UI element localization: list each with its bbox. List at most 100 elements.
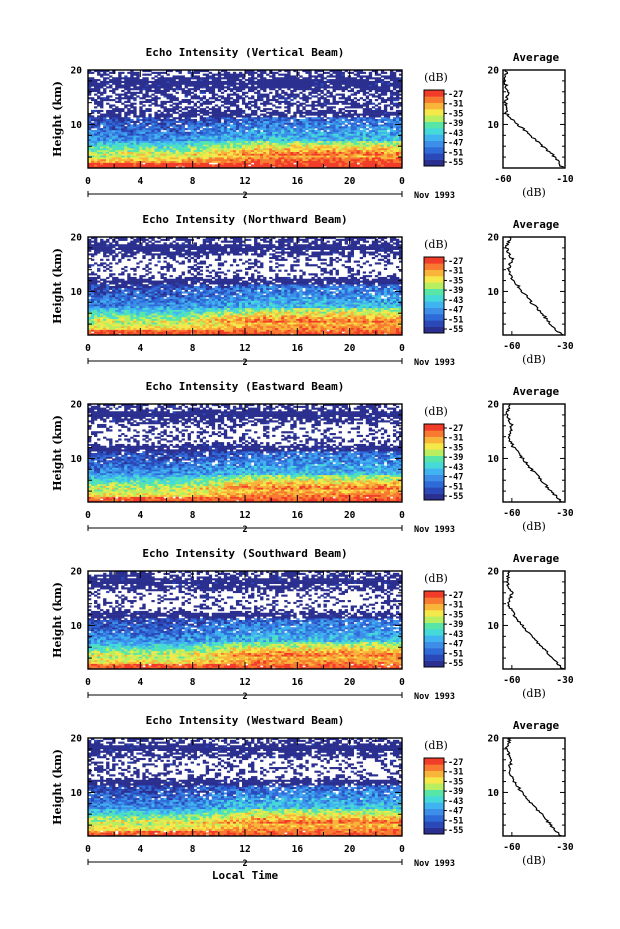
heatmap-cell	[130, 104, 134, 107]
heatmap-cell	[196, 333, 201, 336]
heatmap-cell	[281, 115, 285, 118]
heatmap-cell	[208, 155, 213, 158]
heatmap-cell	[251, 100, 255, 103]
heatmap-cell	[383, 137, 388, 140]
heatmap-cell	[133, 99, 137, 102]
heatmap-cell	[356, 113, 361, 116]
heatmap-cell	[380, 126, 385, 129]
heatmap-cell	[344, 140, 348, 143]
heatmap-cell	[109, 99, 113, 102]
heatmap-cell	[217, 153, 222, 156]
heatmap-cell	[296, 124, 300, 127]
heatmap-cell	[238, 75, 243, 78]
heatmap-cell	[269, 128, 273, 131]
heatmap-cell	[278, 164, 282, 167]
heatmap-cell	[377, 153, 382, 156]
heatmap-cell	[329, 133, 333, 136]
heatmap-cell	[133, 109, 137, 113]
heatmap-cell	[109, 331, 113, 334]
heatmap-cell	[166, 86, 170, 89]
heatmap-cell	[229, 117, 234, 120]
heatmap-cell	[332, 88, 336, 91]
heatmap-cell	[260, 149, 264, 152]
heatmap-cell	[308, 140, 312, 143]
heatmap-cell	[341, 155, 345, 158]
heatmap-cell	[100, 157, 104, 160]
heatmap-cell	[251, 128, 255, 131]
heatmap-cell	[211, 124, 216, 127]
heatmap-cell	[142, 138, 146, 142]
heatmap-cell	[202, 151, 207, 154]
heatmap-cell	[205, 102, 210, 105]
heatmap-cell	[311, 142, 315, 145]
heatmap-cell	[157, 86, 161, 89]
heatmap-cell	[166, 115, 170, 118]
heatmap-cell	[374, 119, 379, 122]
heatmap-cell	[112, 144, 116, 147]
heatmap-cell	[193, 119, 197, 122]
heatmap-cell	[202, 113, 207, 116]
heatmap-cell	[178, 153, 182, 156]
heatmap-cell	[314, 113, 318, 116]
heatmap-cell	[314, 157, 318, 160]
heatmap-cell	[148, 70, 152, 73]
heatmap-cell	[145, 93, 149, 96]
heatmap-cell	[232, 79, 237, 82]
heatmap-cell	[112, 158, 116, 162]
heatmap-cell	[130, 329, 134, 332]
heatmap-cell	[190, 111, 194, 114]
heatmap-cell	[202, 137, 207, 140]
heatmap-cell	[368, 160, 373, 163]
heatmap-cell	[166, 148, 170, 151]
heatmap-cell	[97, 138, 101, 142]
heatmap-cell	[251, 329, 255, 332]
heatmap-cell	[266, 73, 270, 76]
heatmap-cell	[371, 128, 376, 131]
heatmap-cell	[184, 80, 188, 83]
heatmap-cell	[380, 146, 385, 149]
heatmap-cell	[245, 333, 249, 336]
heatmap-cell	[308, 148, 312, 151]
heatmap-cell	[341, 164, 345, 167]
heatmap-cell	[133, 164, 137, 167]
heatmap-cell	[374, 148, 379, 151]
heatmap-cell	[263, 166, 267, 169]
heatmap-cell	[214, 117, 219, 120]
heatmap-cell	[241, 111, 246, 114]
heatmap-cell	[248, 333, 252, 336]
heatmap-cell	[257, 160, 261, 163]
heatmap-cell	[205, 86, 210, 89]
heatmap-cell	[383, 153, 388, 156]
heatmap-cell	[220, 329, 225, 332]
heatmap-cell	[371, 93, 376, 96]
heatmap-cell	[374, 84, 379, 87]
heatmap-cell	[329, 128, 333, 131]
heatmap-cell	[386, 155, 391, 158]
heatmap-cell	[160, 124, 164, 127]
heatmap-cell	[281, 129, 285, 132]
heatmap-cell	[278, 331, 282, 334]
heatmap-cell	[97, 111, 101, 114]
heatmap-cell	[109, 140, 113, 143]
heatmap-cell	[106, 138, 110, 142]
heatmap-cell	[260, 86, 264, 89]
heatmap-cell	[329, 142, 333, 145]
heatmap-cell	[181, 77, 185, 80]
heatmap-cell	[359, 155, 364, 158]
heatmap-cell	[335, 164, 339, 167]
heatmap-cell	[275, 166, 279, 169]
heatmap-cell	[272, 135, 276, 138]
heatmap-cell	[211, 115, 216, 118]
heatmap-cell	[332, 151, 336, 154]
heatmap-cell	[112, 88, 116, 91]
heatmap-cell	[181, 135, 185, 138]
heatmap-cell	[163, 80, 167, 83]
heatmap-cell	[308, 128, 312, 131]
heatmap-cell	[88, 113, 92, 116]
heatmap-cell	[272, 129, 276, 132]
heatmap-cell	[296, 129, 300, 132]
heatmap-cell	[169, 329, 173, 332]
heatmap-cell	[226, 331, 231, 334]
heatmap-cell	[272, 75, 276, 78]
heatmap-cell	[290, 126, 294, 129]
